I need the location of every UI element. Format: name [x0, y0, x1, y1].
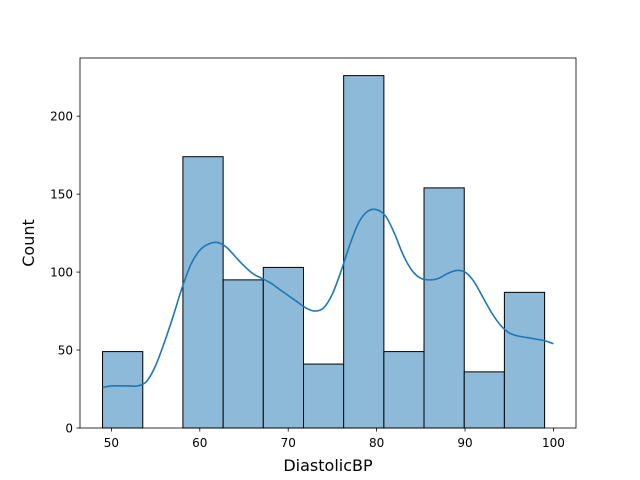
y-axis-ticks: 0 50 100 150 200 [50, 110, 80, 436]
histogram-bar [102, 351, 144, 429]
x-tick-label: 90 [457, 436, 472, 450]
x-tick-label: 100 [542, 436, 565, 450]
histogram-bar [182, 156, 224, 429]
histogram-bar [303, 363, 345, 429]
y-tick-label: 50 [58, 344, 73, 358]
x-tick-label: 60 [192, 436, 207, 450]
y-tick-label: 200 [50, 110, 73, 124]
y-tick-label: 150 [50, 188, 73, 202]
kde-curve [102, 208, 554, 389]
histogram-bar [503, 291, 546, 429]
x-axis-ticks: 50 60 70 80 90 100 [104, 428, 565, 450]
histogram-bar [222, 279, 264, 429]
histogram-bar [383, 351, 425, 429]
y-axis-label: Count [19, 219, 38, 267]
plot-frame [79, 57, 577, 429]
histogram-bar [463, 371, 505, 429]
x-tick-label: 70 [281, 436, 296, 450]
histogram-bar [343, 75, 385, 429]
y-tick-label: 100 [50, 266, 73, 280]
y-tick-label: 0 [65, 422, 73, 436]
x-tick-label: 80 [369, 436, 384, 450]
histogram-bar [423, 187, 465, 429]
x-axis-label: DiastolicBP [283, 456, 373, 475]
histogram-bar [262, 266, 305, 429]
x-tick-label: 50 [104, 436, 119, 450]
histogram-bars [102, 75, 546, 429]
